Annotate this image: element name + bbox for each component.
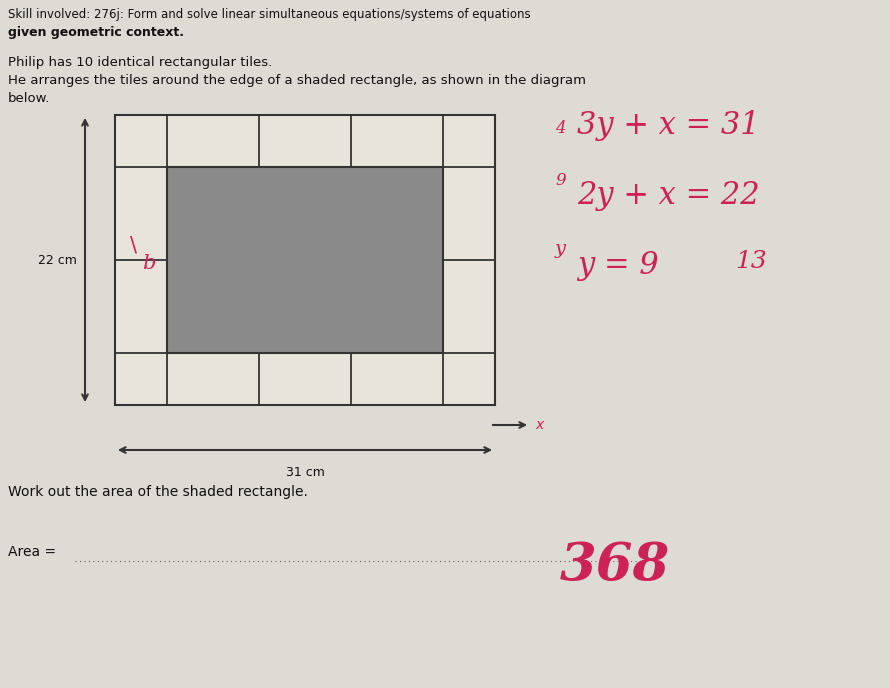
Text: b: b xyxy=(142,255,156,273)
Text: Philip has 10 identical rectangular tiles.: Philip has 10 identical rectangular tile… xyxy=(8,56,272,69)
Text: Work out the area of the shaded rectangle.: Work out the area of the shaded rectangl… xyxy=(8,485,308,499)
Text: He arranges the tiles around the edge of a shaded rectangle, as shown in the dia: He arranges the tiles around the edge of… xyxy=(8,74,586,87)
Text: below.: below. xyxy=(8,92,51,105)
Text: y: y xyxy=(555,240,566,258)
Text: 368: 368 xyxy=(560,540,670,591)
Bar xyxy=(167,167,443,353)
Text: Skill involved: 276j: Form and solve linear simultaneous equations/systems of eq: Skill involved: 276j: Form and solve lin… xyxy=(8,8,530,21)
Text: Area =: Area = xyxy=(8,545,61,559)
Text: $\backslash$: $\backslash$ xyxy=(129,235,138,256)
Text: y = 9: y = 9 xyxy=(577,250,659,281)
Bar xyxy=(115,115,495,405)
Text: 22 cm: 22 cm xyxy=(37,253,77,266)
Text: 9: 9 xyxy=(555,172,566,189)
Text: 13: 13 xyxy=(735,250,767,273)
Text: 4: 4 xyxy=(555,120,566,137)
Text: 31 cm: 31 cm xyxy=(286,466,325,479)
Text: x: x xyxy=(535,418,543,432)
Text: given geometric context.: given geometric context. xyxy=(8,26,184,39)
Text: 2y + x = 22: 2y + x = 22 xyxy=(577,180,760,211)
Text: 3y + x = 31: 3y + x = 31 xyxy=(577,110,760,141)
